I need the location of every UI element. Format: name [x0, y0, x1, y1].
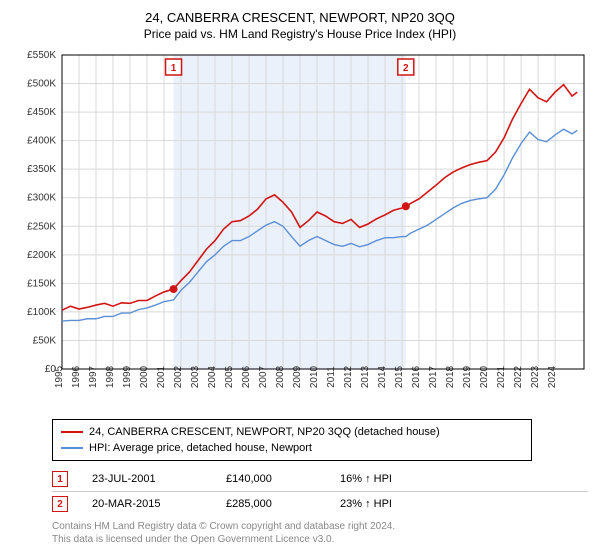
- sale-marker: 2: [52, 496, 68, 512]
- sales-table: 1 23-JUL-2001 £140,000 16% ↑ HPI 2 20-MAR-201…: [52, 467, 588, 516]
- svg-text:£550K: £550K: [27, 50, 56, 61]
- sale-row: 2 20-MAR-2015 £285,000 23% ↑ HPI: [52, 492, 588, 516]
- svg-text:£150K: £150K: [27, 278, 56, 289]
- sale-marker: 1: [52, 471, 68, 487]
- page-subtitle: Price paid vs. HM Land Registry's House …: [12, 27, 588, 41]
- sale-date: 20-MAR-2015: [92, 498, 202, 510]
- legend-swatch: [61, 431, 83, 433]
- svg-text:£400K: £400K: [27, 136, 56, 147]
- sale-price: £140,000: [226, 473, 316, 485]
- legend-label: 24, CANBERRA CRESCENT, NEWPORT, NP20 3QQ…: [89, 424, 440, 440]
- footer-attribution: Contains HM Land Registry data © Crown c…: [52, 520, 588, 546]
- svg-text:£50K: £50K: [33, 335, 57, 346]
- footer-line: This data is licensed under the Open Gov…: [52, 533, 588, 546]
- legend-label: HPI: Average price, detached house, Newp…: [89, 440, 312, 456]
- sale-price: £285,000: [226, 498, 316, 510]
- page-title: 24, CANBERRA CRESCENT, NEWPORT, NP20 3QQ: [12, 10, 588, 25]
- price-chart: £0£50K£100K£150K£200K£250K£300K£350K£400…: [12, 49, 588, 409]
- footer-line: Contains HM Land Registry data © Crown c…: [52, 520, 588, 533]
- svg-text:£500K: £500K: [27, 79, 56, 90]
- svg-text:£250K: £250K: [27, 221, 56, 232]
- legend-item: HPI: Average price, detached house, Newp…: [61, 440, 523, 456]
- sale-date: 23-JUL-2001: [92, 473, 202, 485]
- svg-text:£100K: £100K: [27, 307, 56, 318]
- chart-legend: 24, CANBERRA CRESCENT, NEWPORT, NP20 3QQ…: [52, 419, 532, 461]
- svg-text:£350K: £350K: [27, 164, 56, 175]
- svg-text:2: 2: [403, 63, 409, 74]
- legend-swatch: [61, 447, 83, 449]
- sale-hpi-delta: 16% ↑ HPI: [340, 473, 392, 485]
- svg-text:£200K: £200K: [27, 250, 56, 261]
- sale-row: 1 23-JUL-2001 £140,000 16% ↑ HPI: [52, 467, 588, 492]
- svg-text:£450K: £450K: [27, 107, 56, 118]
- svg-text:£300K: £300K: [27, 193, 56, 204]
- legend-item: 24, CANBERRA CRESCENT, NEWPORT, NP20 3QQ…: [61, 424, 523, 440]
- sale-hpi-delta: 23% ↑ HPI: [340, 498, 392, 510]
- svg-text:1: 1: [171, 63, 177, 74]
